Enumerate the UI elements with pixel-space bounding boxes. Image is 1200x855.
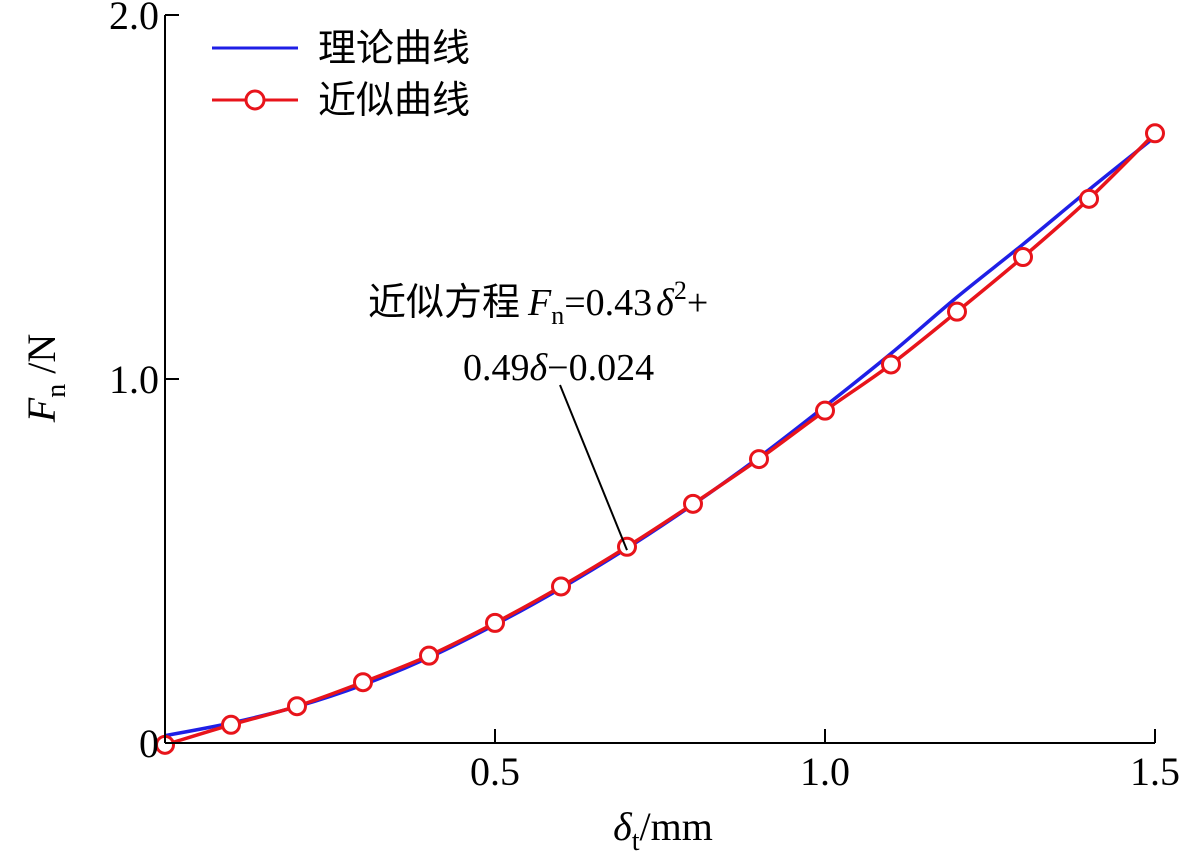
- annotation-plus: +: [687, 282, 708, 324]
- x-axis-label-subscript: t: [632, 826, 640, 855]
- series-point-1: [815, 400, 835, 421]
- annotation-subscript: n: [551, 301, 564, 330]
- y-axis-label-subscript: n: [41, 384, 72, 398]
- series-point-1: [287, 696, 307, 717]
- annotation-symbol: F: [527, 282, 552, 324]
- y-axis-label: Fn /N: [19, 334, 72, 423]
- x-tick-label: 1.0: [800, 749, 850, 794]
- annotation-sup: 2: [674, 276, 687, 305]
- series-line-1: [164, 132, 1157, 747]
- x-axis-label-symbol: δ: [613, 804, 633, 849]
- series-point-1: [749, 449, 769, 470]
- series-point-1: [881, 354, 901, 375]
- annotation-delta-1: δ: [656, 282, 675, 324]
- axis-labels: δt/mm Fn /N: [19, 334, 713, 855]
- series-point-1: [1079, 188, 1099, 209]
- x-tick-label: 0.5: [470, 749, 520, 794]
- annotation-leader-line: [559, 384, 628, 551]
- axes: 0 1.0 2.0 0.5 1.0 1.5: [109, 0, 1180, 794]
- series-line-0: [164, 135, 1157, 738]
- series-point-1: [1145, 123, 1165, 144]
- series-point-1: [485, 612, 505, 633]
- legend-marker-approx: [244, 89, 266, 111]
- series-point-1: [947, 301, 967, 322]
- series-point-1: [683, 493, 703, 514]
- series-point-1: [1013, 247, 1033, 268]
- annotation-prefix: 近似方程: [368, 280, 520, 324]
- legend: 理论曲线 近似曲线: [212, 26, 470, 122]
- x-tick-label: 1.5: [1130, 749, 1180, 794]
- annotation-line-2: 0.49δ−0.024: [463, 347, 654, 389]
- plot-area: [155, 123, 1165, 755]
- series-point-1: [221, 714, 241, 735]
- annotation-line2-b: −0.024: [547, 347, 654, 389]
- annotation: 近似方程 Fn=0.43 δ2+ 0.49δ−0.024: [368, 276, 708, 551]
- series-point-1: [617, 536, 637, 557]
- y-tick-label: 1.0: [109, 357, 159, 402]
- x-axis-label: δt/mm: [613, 804, 713, 855]
- x-axis-label-unit: /mm: [640, 804, 713, 849]
- y-tick-label: 0: [139, 721, 159, 766]
- annotation-part1: =0.43: [564, 282, 652, 324]
- y-tick-label: 2.0: [109, 0, 159, 38]
- y-axis-label-symbol: F: [19, 397, 64, 423]
- series-point-1: [353, 672, 373, 693]
- legend-label-approx: 近似曲线: [318, 78, 470, 122]
- annotation-line-1: 近似方程 Fn=0.43 δ2+: [368, 276, 708, 330]
- series-point-1: [551, 576, 571, 597]
- annotation-delta-2: δ: [530, 347, 549, 389]
- annotation-line2-a: 0.49: [463, 347, 530, 389]
- y-axis-label-unit: /N: [19, 334, 64, 384]
- series-point-1: [419, 645, 439, 666]
- legend-label-theory: 理论曲线: [318, 26, 470, 70]
